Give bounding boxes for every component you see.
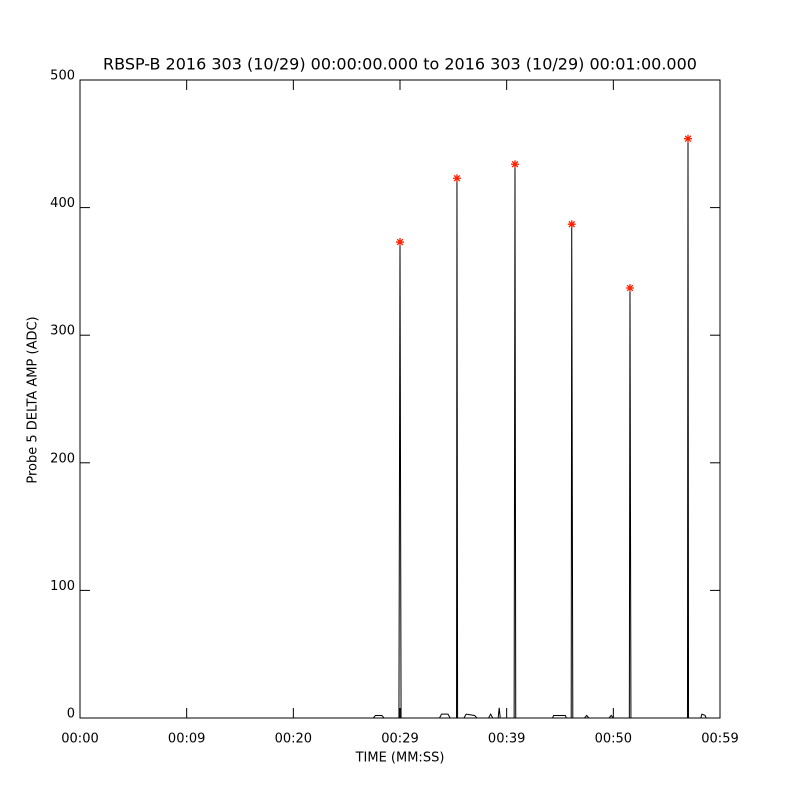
data-line [80, 138, 710, 719]
peak-marker [396, 238, 404, 247]
peak-marker [567, 220, 576, 229]
y-tick-label: 100 [50, 579, 75, 594]
x-tick-label: 00:09 [168, 732, 205, 747]
chart-title: RBSP-B 2016 303 (10/29) 00:00:00.000 to … [103, 55, 697, 74]
x-tick-label: 00:39 [488, 732, 525, 747]
peak-marker [684, 134, 692, 143]
peak-marker [452, 174, 461, 183]
x-axis-label: TIME (MM:SS) [355, 751, 445, 766]
y-tick-label: 300 [50, 324, 75, 339]
x-tick-label: 00:20 [275, 732, 312, 747]
x-tick-label: 00:29 [381, 732, 418, 747]
y-tick-label: 500 [50, 69, 75, 84]
peak-marker [510, 160, 519, 169]
x-tick-label: 00:59 [701, 732, 738, 747]
x-tick-label: 00:50 [595, 732, 632, 747]
y-tick-label: 0 [67, 707, 75, 722]
y-axis-label: Probe 5 DELTA AMP (ADC) [26, 316, 41, 483]
y-tick-label: 200 [50, 451, 75, 466]
peak-marker [625, 283, 634, 292]
x-tick-label: 00:00 [61, 732, 98, 747]
y-tick-label: 400 [50, 196, 75, 211]
